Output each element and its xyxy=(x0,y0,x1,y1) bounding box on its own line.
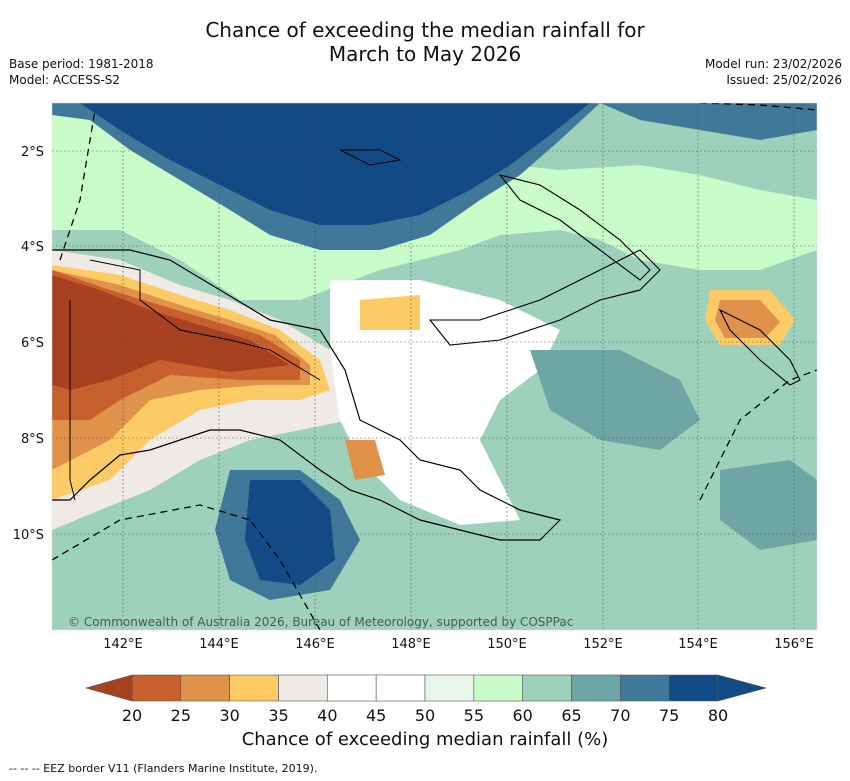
colorbar-tick-label: 25 xyxy=(171,706,191,725)
lat-label: 4°S xyxy=(21,240,44,255)
lat-labels: 2°S 4°S 6°S 8°S 10°S xyxy=(13,145,44,543)
field-70-east xyxy=(530,350,700,450)
colorbar-cell xyxy=(375,674,426,702)
meta-left: Base period: 1981-2018 Model: ACCESS-S2 xyxy=(9,56,154,88)
colorbar-tick-label: 80 xyxy=(708,706,728,725)
png-coastline xyxy=(52,249,562,541)
colorbar: 20 25 30 35 40 45 50 55 60 65 70 75 80 xyxy=(84,674,768,725)
lon-label: 152°E xyxy=(583,637,623,652)
field-80-north xyxy=(80,103,590,225)
lat-label: 2°S xyxy=(21,145,44,160)
eez-border-east xyxy=(699,369,817,501)
issued-date: Issued: 25/02/2026 xyxy=(726,73,842,87)
lat-label: 10°S xyxy=(13,528,44,543)
colorbar-cell xyxy=(668,674,719,702)
colorbar-tick-label: 70 xyxy=(610,706,630,725)
map-frame xyxy=(51,102,818,631)
field-20-25-west xyxy=(52,275,290,390)
colorbar-tick-label: 50 xyxy=(415,706,435,725)
eez-border-north xyxy=(699,103,817,111)
solomon-coastline xyxy=(718,308,801,386)
international-border xyxy=(69,300,76,501)
colorbar-cell xyxy=(424,674,475,702)
colorbar-tick-label: 55 xyxy=(464,706,484,725)
field-30-east xyxy=(715,300,780,338)
colorbar-tick-label: 65 xyxy=(561,706,581,725)
field-75-ne xyxy=(600,103,817,140)
lon-label: 148°E xyxy=(391,637,431,652)
model-name: Model: ACCESS-S2 xyxy=(9,73,121,87)
colorbar-cell xyxy=(571,674,621,702)
model-run: Model run: 23/02/2026 xyxy=(704,57,842,71)
colorbar-cell xyxy=(473,674,523,702)
manus-coastline xyxy=(339,149,402,166)
field-45-55-central xyxy=(330,280,560,525)
colorbar-cell xyxy=(131,674,182,702)
lon-label: 154°E xyxy=(678,637,718,652)
colorbar-extend-low xyxy=(84,674,133,702)
map-field xyxy=(52,103,817,630)
title-line-2: March to May 2026 xyxy=(328,42,522,66)
province-border xyxy=(89,259,321,381)
field-70-se xyxy=(720,460,817,550)
eez-border-west xyxy=(59,109,96,261)
colorbar-tick-label: 75 xyxy=(659,706,679,725)
colorbar-cell xyxy=(620,674,670,702)
lon-label: 146°E xyxy=(295,637,335,652)
colorbar-tick-label: 35 xyxy=(268,706,288,725)
lon-label: 156°E xyxy=(774,637,814,652)
title-line-1: Chance of exceeding the median rainfall … xyxy=(205,18,645,42)
colorbar-tick-label: 60 xyxy=(512,706,532,725)
colorbar-cell xyxy=(229,674,279,702)
lat-label: 6°S xyxy=(21,336,44,351)
colorbar-cell xyxy=(278,674,328,702)
lon-label: 144°E xyxy=(199,637,239,652)
new-britain-coastline xyxy=(428,249,661,346)
field-35-40-central xyxy=(360,295,420,330)
colorbar-title: Chance of exceeding median rainfall (%) xyxy=(241,729,609,750)
field-80-south xyxy=(245,480,335,585)
lon-label: 142°E xyxy=(103,637,143,652)
lon-labels: 142°E 144°E 146°E 148°E 150°E 152°E 154°… xyxy=(103,637,814,652)
copyright-text: © Commonwealth of Australia 2026, Bureau… xyxy=(68,615,573,629)
meta-right: Model run: 23/02/2026 Issued: 25/02/2026 xyxy=(705,56,842,88)
base-period: Base period: 1981-2018 xyxy=(9,57,154,71)
new-ireland-coastline xyxy=(498,174,651,281)
field-30-35-central xyxy=(345,440,385,480)
colorbar-cell xyxy=(522,674,572,702)
colorbar-cell xyxy=(180,674,230,702)
colorbar-tick-label: 45 xyxy=(366,706,386,725)
colorbar-tick-label: 30 xyxy=(219,706,239,725)
gridlines xyxy=(52,103,817,630)
colorbar-tick-label: 20 xyxy=(122,706,142,725)
eez-border-south xyxy=(52,504,321,630)
colorbar-extend-high xyxy=(717,674,768,702)
colorbar-cell xyxy=(327,674,377,702)
colorbar-tick-label: 40 xyxy=(317,706,337,725)
lon-label: 150°E xyxy=(487,637,527,652)
lat-label: 8°S xyxy=(21,432,44,447)
eez-footnote: -- -- -- EEZ border V11 (Flanders Marine… xyxy=(9,762,318,775)
